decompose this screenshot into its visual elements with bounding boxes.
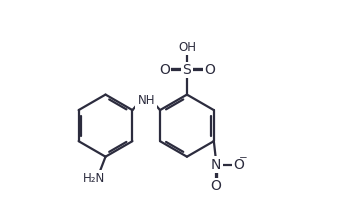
Text: H₂N: H₂N: [83, 172, 105, 185]
Text: O: O: [210, 179, 221, 193]
Text: O: O: [233, 158, 244, 172]
Text: NH: NH: [137, 94, 155, 107]
Text: OH: OH: [178, 41, 196, 54]
Text: S: S: [183, 63, 191, 77]
Text: −: −: [239, 153, 247, 163]
Text: N: N: [211, 158, 221, 172]
Text: O: O: [204, 63, 215, 77]
Text: O: O: [159, 63, 170, 77]
